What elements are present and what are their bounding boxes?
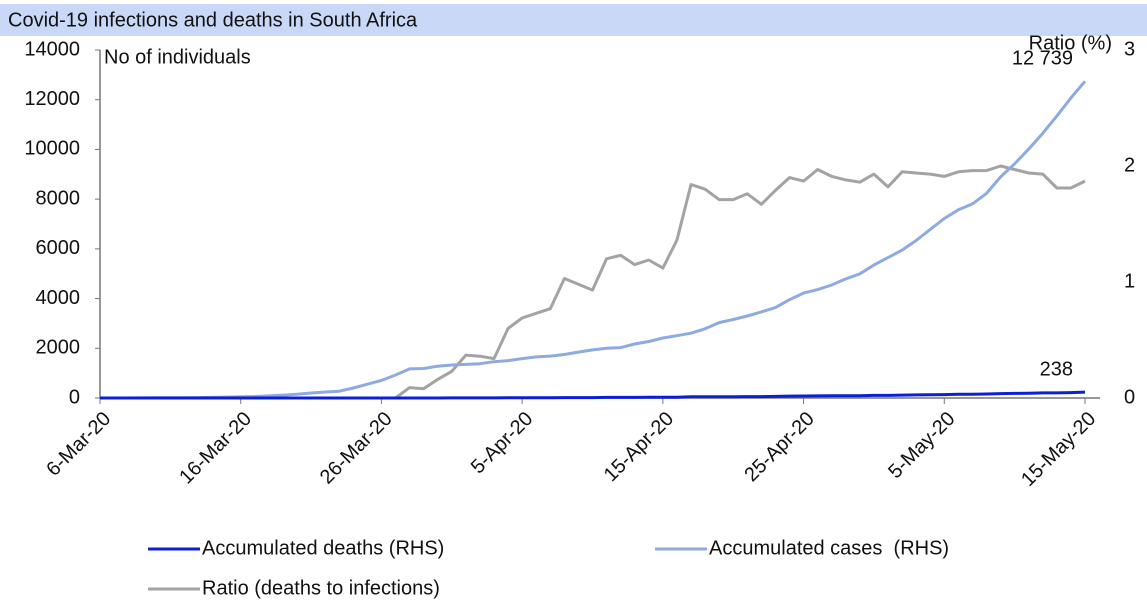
x-tick-label: 6-Mar-20 (42, 408, 115, 481)
x-tick-label: 26-Mar-20 (316, 408, 397, 489)
y2-tick-label: 0 (1124, 386, 1135, 408)
legend-label: Accumulated cases (RHS) (709, 537, 949, 559)
x-tick-label: 5-Apr-20 (467, 408, 538, 479)
title-bar (0, 4, 1147, 36)
x-tick-label: 25-Apr-20 (740, 408, 818, 486)
x-tick-label: 15-Apr-20 (600, 408, 678, 486)
legend-label: Ratio (deaths to infections) (202, 577, 440, 599)
chart-title: Covid-19 infections and deaths in South … (8, 9, 418, 31)
data-label: 238 (1040, 358, 1073, 380)
data-label: 12 739 (1012, 48, 1073, 70)
y-tick-label: 12000 (24, 88, 80, 110)
y2-tick-label: 1 (1124, 270, 1135, 292)
y-tick-label: 4000 (36, 287, 81, 309)
x-tick-label: 5-May-20 (884, 408, 959, 483)
y-tick-label: 8000 (36, 187, 81, 209)
y2-tick-label: 2 (1124, 154, 1135, 176)
series-line (100, 80, 1087, 400)
series-line (100, 390, 1086, 400)
y-tick-label: 14000 (24, 38, 80, 60)
y2-axis-label: Ratio (%) (1029, 32, 1112, 54)
y-tick-label: 0 (69, 386, 80, 408)
y-tick-label: 10000 (24, 138, 80, 160)
series-line (100, 164, 1086, 400)
x-tick-label: 15-May-20 (1017, 408, 1100, 491)
y2-tick-label: 3 (1124, 38, 1135, 60)
legend-label: Accumulated deaths (RHS) (202, 537, 444, 559)
x-tick-label: 16-Mar-20 (175, 408, 256, 489)
y-tick-label: 6000 (36, 237, 81, 259)
y-tick-label: 2000 (36, 337, 81, 359)
y-axis-label: No of individuals (104, 46, 251, 68)
